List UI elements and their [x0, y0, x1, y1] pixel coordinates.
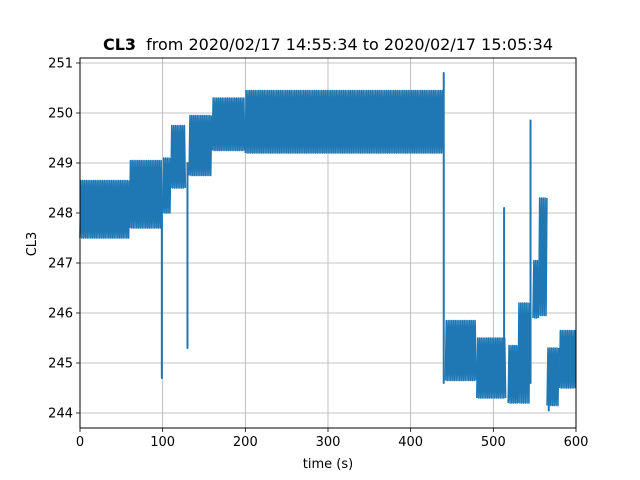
series-band: [532, 259, 540, 319]
series-band: [79, 179, 131, 239]
x-axis: 0 100 200 300 400 500 600: [76, 428, 589, 450]
series-band: [244, 89, 445, 154]
series-band: [476, 337, 507, 399]
x-tick-label: 500: [481, 435, 506, 450]
x-tick-label: 400: [398, 435, 423, 450]
series-band: [538, 197, 548, 317]
x-tick-label: 600: [564, 435, 589, 450]
series-band: [170, 124, 187, 189]
series-band: [161, 157, 172, 214]
chart-title-bold: CL3: [103, 35, 136, 54]
x-tick-label: 200: [233, 435, 258, 450]
y-tick-label: 249: [48, 157, 73, 172]
chart-title-rest: from 2020/02/17 14:55:34 to 2020/02/17 1…: [146, 35, 553, 54]
y-axis: 244 245 246 247 248 249 250 251: [48, 57, 80, 422]
y-tick-label: 251: [48, 57, 73, 72]
x-tick-label: 0: [76, 435, 84, 450]
data-series: [79, 72, 577, 412]
x-axis-label: time (s): [303, 457, 353, 472]
series-band: [444, 319, 477, 382]
y-tick-label: 246: [48, 307, 73, 322]
series-band: [188, 114, 213, 177]
chart-title: CL3 from 2020/02/17 14:55:34 to 2020/02/…: [103, 35, 553, 54]
x-tick-label: 100: [150, 435, 175, 450]
x-tick-label: 300: [316, 435, 341, 450]
y-tick-label: 245: [48, 357, 73, 372]
y-tick-label: 244: [48, 407, 73, 422]
y-tick-label: 250: [48, 107, 73, 122]
y-tick-label: 247: [48, 257, 73, 272]
series-band: [211, 97, 246, 152]
y-tick-label: 248: [48, 207, 73, 222]
series-band: [558, 329, 577, 389]
y-axis-label: CL3: [25, 232, 40, 257]
series-band: [507, 344, 519, 404]
series-band: [128, 159, 163, 229]
series-band: [517, 302, 531, 404]
